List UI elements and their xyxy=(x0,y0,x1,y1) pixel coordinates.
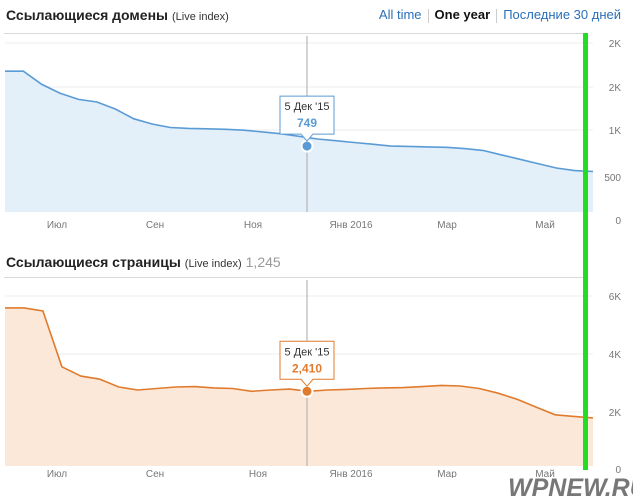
domains-y-tick-label: 0 xyxy=(615,216,621,227)
pages-chart: 5 Дек '15 2,410 Июл Сен Ноя Янв 2016 Мар Май 6K 4… xyxy=(5,280,622,478)
pages-x-tick-label: Мар xyxy=(437,469,457,478)
domains-y-tick-label: 2K xyxy=(609,39,622,50)
pages-x-tick-label: Ноя xyxy=(249,469,267,478)
domains-chart-title: Ссылающиеся домены (Live index) xyxy=(6,7,229,23)
domains-tooltip-date: 5 Дек '15 xyxy=(285,101,330,113)
domains-tooltip: 5 Дек '15 749 xyxy=(279,95,335,142)
pages-x-tick-label: Сен xyxy=(146,469,164,478)
pages-live-index-label: (Live index) xyxy=(184,258,242,270)
domains-x-tick-label: Янв 2016 xyxy=(329,220,373,231)
domains-series-line xyxy=(5,70,594,173)
pages-x-tick-label: Июл xyxy=(47,469,67,478)
pages-title-text: Ссылающиеся страницы xyxy=(6,254,181,270)
domains-tooltip-value: 749 xyxy=(297,116,317,130)
pages-area xyxy=(5,307,593,466)
pages-y-tick-label: 4K xyxy=(609,350,622,361)
domains-title-text: Ссылающиеся домены xyxy=(6,7,168,23)
pages-series-line xyxy=(5,307,594,419)
domains-x-tick-label: Май xyxy=(535,220,555,231)
domains-x-tick-label: Мар xyxy=(437,220,457,231)
pages-tooltip-value: 2,410 xyxy=(292,361,322,375)
pages-tooltip-date: 5 Дек '15 xyxy=(285,346,330,358)
period-tabs: All time One year Последние 30 дней xyxy=(373,7,627,23)
pages-tooltip: 5 Дек '15 2,410 xyxy=(279,340,335,388)
pages-x-tick-label: Янв 2016 xyxy=(329,469,373,478)
domains-area xyxy=(5,71,593,212)
watermark-text: WPNEW.RU xyxy=(508,474,633,502)
pages-tooltip-box xyxy=(279,340,335,388)
domains-tooltip-box xyxy=(279,95,335,142)
domains-x-tick-label: Июл xyxy=(47,220,67,231)
header-divider xyxy=(4,33,583,34)
pages-total-count: 1,245 xyxy=(245,254,281,270)
tab-one-year[interactable]: One year xyxy=(434,7,491,22)
tab-separator xyxy=(496,8,498,23)
domains-y-tick-label: 2K xyxy=(609,83,622,94)
domains-x-tick-label: Сен xyxy=(146,220,164,231)
pages-y-tick-label: 2K xyxy=(609,408,622,419)
domains-live-index-label: (Live index) xyxy=(171,11,229,23)
domains-chart: 5 Дек '15 749 Июл Сен Ноя Янв 2016 Мар Май 2K 2K 1… xyxy=(5,36,622,231)
watermark-logo: WPNEW.RU xyxy=(508,474,633,503)
domains-y-tick-label: 1K xyxy=(609,126,622,137)
pages-x-tick-label: Май xyxy=(535,469,555,478)
domains-x-tick-label: Ноя xyxy=(244,220,262,231)
pages-y-tick-label: 6K xyxy=(609,292,622,303)
domains-y-tick-label: 500 xyxy=(604,173,621,184)
tab-separator xyxy=(427,8,429,23)
green-marker-line xyxy=(583,33,588,470)
domains-hover-point xyxy=(300,139,314,153)
pages-hover-point xyxy=(300,384,314,398)
tab-last-30-days[interactable]: Последние 30 дней xyxy=(503,7,621,22)
tab-all-time[interactable]: All time xyxy=(378,7,422,22)
pages-y-tick-label: 0 xyxy=(615,465,621,476)
pages-divider xyxy=(4,277,583,278)
pages-chart-title: Ссылающиеся страницы (Live index) 1,245 xyxy=(6,254,281,270)
